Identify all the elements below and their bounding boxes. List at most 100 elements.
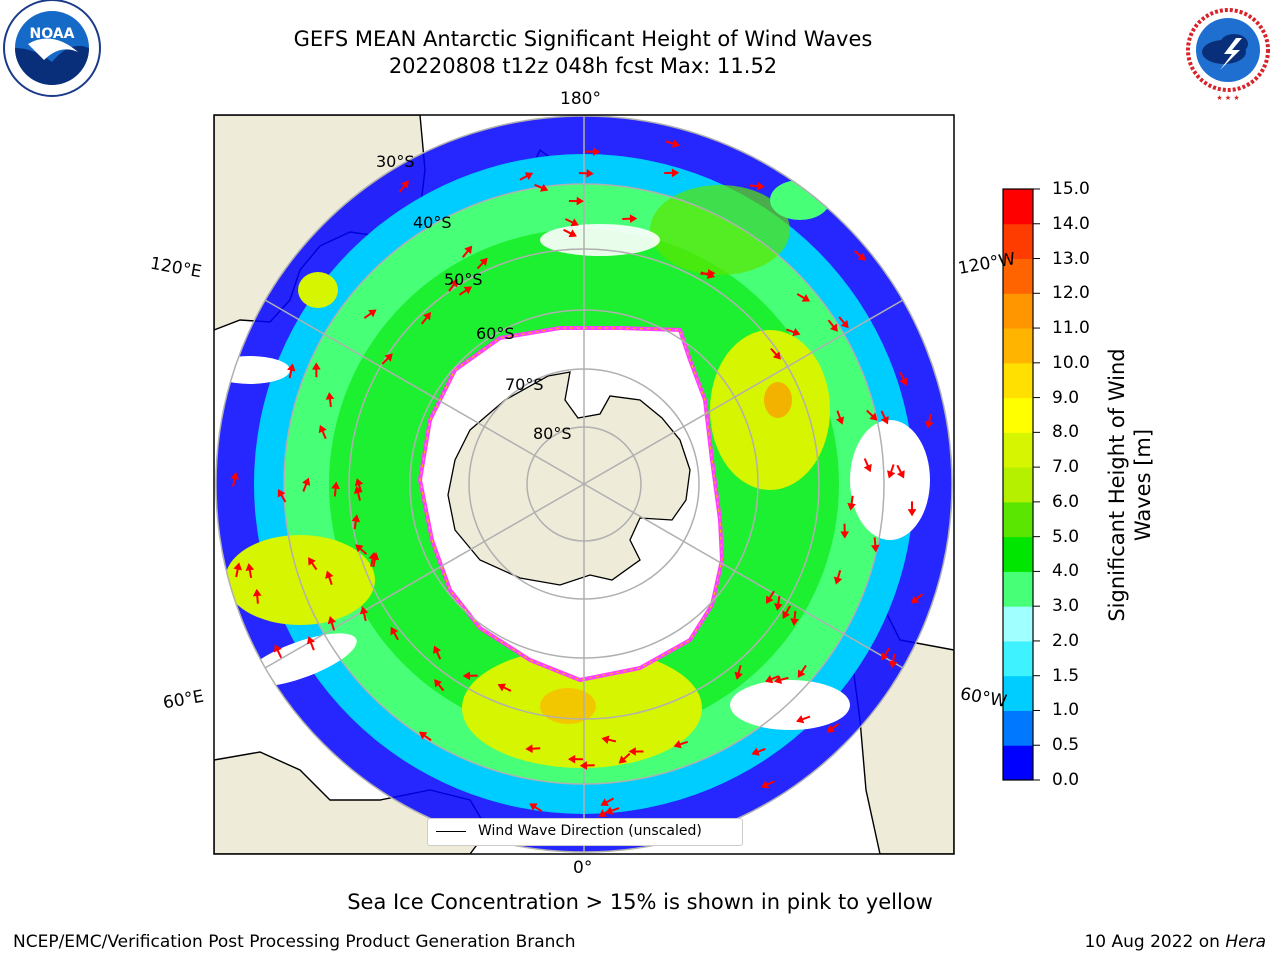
wave-arrow-head bbox=[418, 731, 428, 740]
lat-label-70s: 70°S bbox=[505, 375, 544, 394]
wave-arrow-head bbox=[576, 196, 584, 206]
nws-logo: ★ ★ ★ bbox=[1176, 0, 1280, 104]
wave-arrow-head bbox=[434, 679, 442, 688]
colorbar-band bbox=[1003, 745, 1033, 781]
lon-label-0: 0° bbox=[573, 858, 593, 878]
wave-arrow-head bbox=[230, 471, 239, 480]
lat-label-40s: 40°S bbox=[413, 213, 452, 232]
wave-arrow-head bbox=[325, 392, 335, 400]
wave-arrow-head bbox=[598, 809, 607, 817]
lat-label-50s: 50°S bbox=[444, 270, 483, 289]
wave-arrow-head bbox=[773, 603, 783, 611]
wave-arrow-head bbox=[847, 502, 856, 511]
credit-date: 10 Aug 2022 on Hera bbox=[1084, 932, 1266, 952]
colorbar-tick-label: 0.0 bbox=[1052, 770, 1080, 790]
colorbar-band bbox=[1003, 606, 1033, 642]
colorbar-label: Significant Height of Wind Waves [m] bbox=[1105, 348, 1155, 622]
wave-arrow-head bbox=[870, 544, 880, 553]
wave-arrow-head bbox=[833, 576, 843, 585]
lat-label-30s: 30°S bbox=[376, 152, 415, 171]
wave-arrow-head bbox=[760, 780, 770, 789]
wave-arrow-head bbox=[384, 353, 393, 362]
credit-date-text: 10 Aug 2022 on bbox=[1084, 932, 1220, 952]
colorbar-band bbox=[1003, 467, 1033, 503]
colorbar-tick-label: 6.0 bbox=[1052, 491, 1080, 512]
wave-arrow-head bbox=[796, 715, 805, 724]
wave-arrow-head bbox=[792, 328, 801, 337]
colorbar-tick-label: 13.0 bbox=[1052, 248, 1090, 269]
wave-arrow-head bbox=[529, 803, 538, 811]
wave-arrow-head bbox=[600, 798, 609, 806]
wave-arrow-head bbox=[325, 570, 334, 579]
wave-arrow-head bbox=[400, 180, 409, 189]
colorbar-band bbox=[1003, 640, 1033, 677]
chart-title: GEFS MEAN Antarctic Significant Height o… bbox=[293, 27, 873, 51]
colorbar-band bbox=[1003, 258, 1033, 294]
wave-arrow-head bbox=[869, 412, 878, 421]
wave-arrow-head bbox=[673, 740, 682, 749]
wave-arrow-head bbox=[773, 675, 783, 684]
wave-arrow-head bbox=[433, 645, 441, 654]
wave-arrow-head bbox=[797, 669, 806, 678]
colorbar-tick-label: 14.0 bbox=[1052, 213, 1090, 234]
colorbar-band bbox=[1003, 710, 1033, 746]
colorbar-band bbox=[1003, 223, 1033, 260]
colorbar-tick-label: 11.0 bbox=[1052, 318, 1090, 339]
lat-label-80s: 80°S bbox=[533, 424, 572, 443]
map-area bbox=[214, 115, 954, 854]
legend-line-sample bbox=[436, 831, 466, 832]
colorbar-tick-label: 7.0 bbox=[1052, 457, 1080, 478]
wave-arrow-head bbox=[751, 747, 760, 756]
wave-arrow-head bbox=[540, 183, 549, 192]
wave-arrow-head bbox=[782, 610, 791, 619]
wave-arrow-head bbox=[734, 671, 743, 680]
wave-arrow-head bbox=[829, 323, 838, 332]
wave-arrow-head bbox=[308, 557, 316, 566]
wave-arrow-head bbox=[857, 252, 866, 261]
wave-arrow-head bbox=[629, 214, 638, 224]
wave-arrow-head bbox=[601, 735, 610, 744]
credit-branch: NCEP/EMC/Verification Post Processing Pr… bbox=[13, 932, 576, 952]
wave-arrow-head bbox=[801, 294, 811, 302]
wave-arrow-head bbox=[327, 616, 337, 625]
land-antarctica bbox=[447, 371, 691, 586]
wave-arrow-head bbox=[252, 588, 262, 597]
wave-arrow-head bbox=[525, 744, 533, 754]
colorbar-band bbox=[1003, 571, 1033, 607]
wave-arrow-head bbox=[233, 562, 242, 571]
colorbar-tick-label: 12.0 bbox=[1052, 283, 1090, 304]
colorbar-tick-label: 8.0 bbox=[1052, 422, 1080, 443]
wave-arrow-head bbox=[790, 618, 799, 626]
lat-label-60s: 60°S bbox=[476, 324, 515, 343]
wave-arrow-head bbox=[628, 747, 636, 756]
wave-arrow-head bbox=[899, 377, 908, 386]
colorbar bbox=[1003, 188, 1040, 781]
wave-arrow-head bbox=[355, 544, 364, 553]
wave-arrow-head bbox=[273, 644, 282, 653]
colorbar-tick-label: 10.0 bbox=[1052, 352, 1090, 373]
wave-arrow-head bbox=[880, 652, 889, 661]
wave-arrow-head bbox=[497, 683, 506, 692]
wave-arrow-head bbox=[765, 675, 774, 684]
colorbar-band bbox=[1003, 293, 1033, 329]
colorbar-band bbox=[1003, 362, 1033, 399]
colorbar-frame bbox=[1002, 188, 1034, 781]
wave-arrow-head bbox=[463, 286, 473, 295]
wave-arrow-head bbox=[671, 139, 681, 148]
wave-arrow-head bbox=[772, 351, 781, 360]
wave-arrow-head bbox=[568, 229, 577, 238]
wave-arrow-head bbox=[306, 636, 316, 645]
wave-arrow-head bbox=[450, 279, 458, 288]
wave-arrow-head bbox=[390, 626, 399, 636]
colorbar-band bbox=[1003, 432, 1033, 468]
wave-arrow-head bbox=[840, 531, 850, 539]
wave-arrow-head bbox=[423, 312, 432, 321]
wave-arrow-head bbox=[245, 563, 255, 571]
wave-arrow-head bbox=[706, 270, 715, 279]
wave-direction-arrows bbox=[230, 139, 934, 817]
colorbar-band bbox=[1003, 675, 1033, 711]
wave-arrow-head bbox=[592, 147, 601, 157]
colorbar-tick-label: 1.5 bbox=[1052, 665, 1080, 686]
wave-arrow-head bbox=[479, 257, 488, 266]
wave-arrow-head bbox=[318, 424, 327, 434]
